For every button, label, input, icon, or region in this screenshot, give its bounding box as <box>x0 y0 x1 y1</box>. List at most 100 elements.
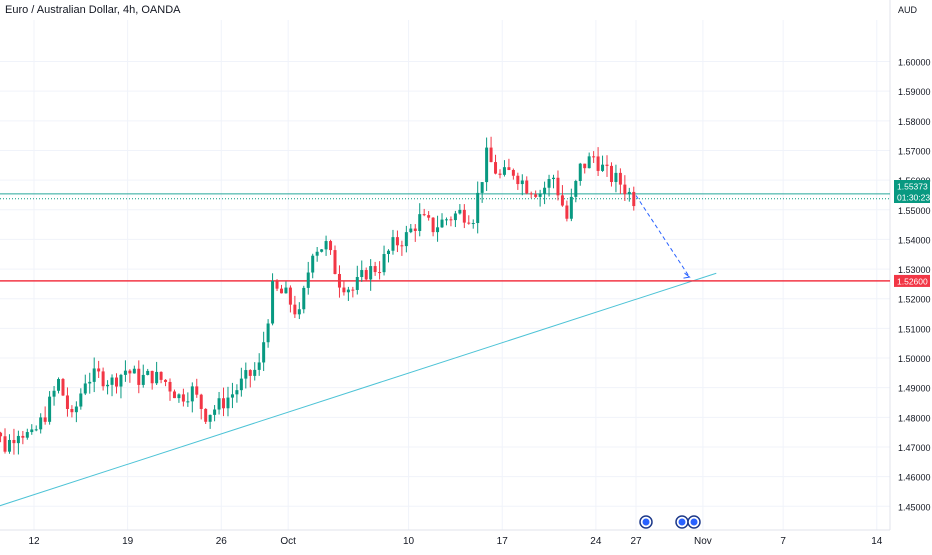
candle <box>235 390 239 395</box>
candle <box>248 370 252 376</box>
candle <box>395 237 399 246</box>
candle <box>168 381 172 392</box>
candle <box>25 432 29 438</box>
candle <box>502 167 506 175</box>
candle <box>427 215 431 218</box>
y-tick-label: 1.47000 <box>898 443 931 453</box>
candle <box>65 395 69 410</box>
candle <box>79 393 83 407</box>
candle <box>329 241 333 251</box>
candle <box>230 394 234 398</box>
candle <box>213 409 217 415</box>
y-tick-label: 1.50000 <box>898 354 931 364</box>
candle <box>404 232 408 247</box>
candle <box>226 397 230 409</box>
candle <box>288 287 292 305</box>
candle <box>609 165 613 182</box>
candle <box>587 156 591 169</box>
candle <box>476 192 480 224</box>
candle <box>150 370 154 384</box>
candle <box>614 172 618 182</box>
y-tick-label: 1.54000 <box>898 235 931 245</box>
candle <box>315 251 319 256</box>
price-label: 1.52600 <box>894 274 930 287</box>
candle <box>119 374 123 387</box>
candle <box>364 270 368 280</box>
candle <box>342 287 346 293</box>
candle <box>266 323 270 343</box>
candle <box>409 228 413 233</box>
event-dot <box>642 518 650 526</box>
candle <box>324 241 328 250</box>
candle <box>507 167 511 170</box>
candle <box>279 288 283 294</box>
candle <box>21 435 25 438</box>
candle <box>391 237 395 251</box>
candle <box>413 228 417 231</box>
candle <box>431 217 435 233</box>
candle <box>422 214 426 216</box>
candle <box>538 193 542 197</box>
candle <box>57 379 61 391</box>
x-tick-label: Oct <box>280 536 296 547</box>
candle <box>520 180 524 185</box>
currency-label: AUD <box>898 5 918 15</box>
candle <box>623 184 627 195</box>
price-label-box <box>894 191 930 203</box>
y-tick-label: 1.45000 <box>898 502 931 512</box>
candle <box>489 147 493 163</box>
candle <box>574 181 578 197</box>
candle <box>583 163 587 169</box>
candle <box>302 287 306 310</box>
candle <box>262 342 266 363</box>
y-tick-label: 1.55000 <box>898 206 931 216</box>
candle <box>453 213 457 221</box>
economic-event-icon <box>675 515 689 529</box>
candle <box>436 227 440 233</box>
candle <box>351 289 355 291</box>
projection-arrow <box>635 195 690 278</box>
candle <box>43 417 47 422</box>
candle <box>128 370 132 374</box>
candle <box>346 289 350 293</box>
candle <box>449 219 453 221</box>
candle <box>74 406 78 413</box>
candle <box>284 287 288 294</box>
candle <box>480 182 484 193</box>
candle <box>306 272 310 288</box>
candle <box>217 398 221 410</box>
candle <box>7 439 11 452</box>
candle <box>253 369 257 376</box>
economic-event-icon <box>687 515 701 529</box>
candle <box>485 147 489 183</box>
x-tick-label: Nov <box>694 536 712 547</box>
candle <box>494 162 498 174</box>
x-tick-label: 27 <box>630 536 642 547</box>
candle <box>208 414 212 422</box>
candle <box>534 194 538 197</box>
candle <box>293 304 297 315</box>
x-tick-label: 10 <box>403 536 415 547</box>
candle <box>467 222 471 224</box>
candle <box>440 219 444 228</box>
candle <box>271 281 275 324</box>
candle <box>525 180 529 194</box>
y-tick-label: 1.60000 <box>898 58 931 68</box>
candle <box>320 249 324 252</box>
candle <box>239 378 243 391</box>
candle <box>123 370 127 375</box>
x-tick-label: 7 <box>780 536 786 547</box>
candle <box>592 156 596 158</box>
candle <box>400 245 404 247</box>
event-dot <box>678 518 686 526</box>
candle <box>311 255 315 273</box>
candle <box>195 386 199 395</box>
candle <box>199 394 203 409</box>
candle <box>543 187 547 194</box>
candle <box>565 205 569 219</box>
candle <box>601 164 605 171</box>
candle <box>190 386 194 402</box>
candle <box>462 209 466 223</box>
